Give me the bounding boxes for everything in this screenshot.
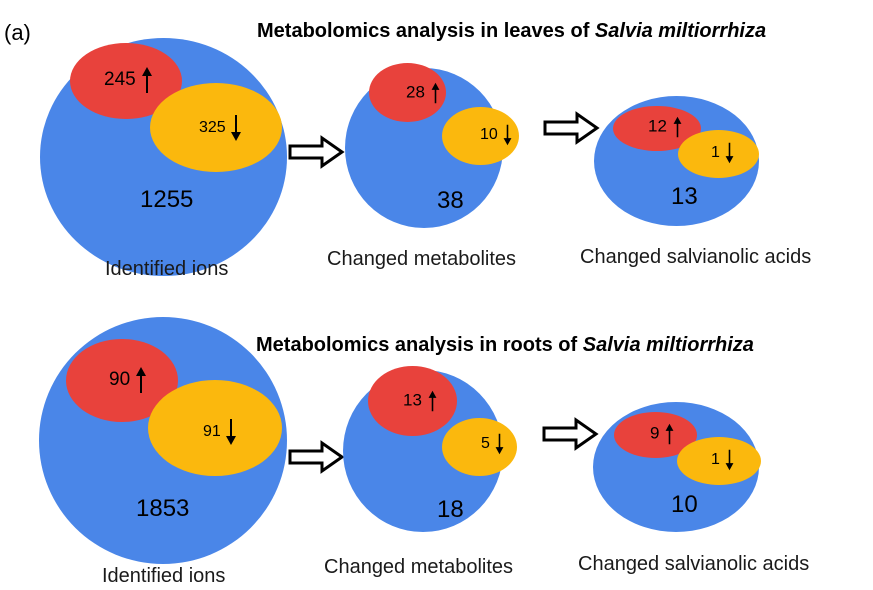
up-arrow-icon <box>136 367 147 393</box>
up-arrow-icon <box>141 67 152 93</box>
leaves-salvianolic-caption: Changed salvianolic acids <box>580 246 812 268</box>
down-arrow-icon <box>725 142 734 164</box>
leaves-identified-total: 1255 <box>140 186 194 213</box>
roots-identified-up-value: 90 <box>109 366 147 394</box>
roots-changed-up-value: 13 <box>403 390 438 412</box>
down-arrow-icon <box>226 419 237 445</box>
leaves-changed-down-value: 10 <box>480 124 513 146</box>
roots-changed-caption: Changed metabolites <box>324 556 514 578</box>
title-roots: Metabolomics analysis in roots of Salvia… <box>256 334 754 357</box>
roots-identified-down-ellipse <box>148 380 282 476</box>
roots-salvianolic-caption: Changed salvianolic acids <box>578 553 810 575</box>
up-arrow-icon <box>673 116 682 138</box>
roots-salvianolic-total: 10 <box>671 491 698 518</box>
roots-identified-caption: Identified ions <box>102 565 226 587</box>
flow-arrow-icon <box>542 417 599 451</box>
flow-arrow-icon <box>543 111 600 145</box>
leaves-identified-down-ellipse <box>150 83 282 172</box>
title-leaves-prefix: Metabolomics analysis in leaves of <box>257 20 595 42</box>
roots-changed-down-ellipse <box>442 418 517 476</box>
title-roots-prefix: Metabolomics analysis in roots of <box>256 334 583 356</box>
title-leaves-species: Salvia miltiorrhiza <box>594 20 767 42</box>
flow-arrow-icon <box>288 440 345 474</box>
leaves-identified-down-value: 325 <box>199 114 242 142</box>
down-arrow-icon <box>231 115 242 141</box>
leaves-changed-down-ellipse <box>442 107 519 165</box>
leaves-changed-up-value: 28 <box>406 82 441 104</box>
up-arrow-icon <box>431 82 440 104</box>
flow-arrow-icon <box>288 135 345 169</box>
leaves-salvianolic-total: 13 <box>671 183 698 210</box>
panel-label: (a) <box>4 20 31 45</box>
down-arrow-icon <box>503 124 512 146</box>
leaves-salvianolic-up-value: 12 <box>648 116 683 138</box>
roots-changed-total: 18 <box>437 496 464 523</box>
leaves-salvianolic-down-value: 1 <box>711 142 735 164</box>
up-arrow-icon <box>428 390 437 412</box>
leaves-changed-up-ellipse <box>369 63 446 122</box>
leaves-changed-total: 38 <box>437 187 464 214</box>
roots-salvianolic-down-ellipse <box>677 437 761 485</box>
up-arrow-icon <box>665 423 674 445</box>
leaves-changed-caption: Changed metabolites <box>327 248 517 270</box>
title-roots-species: Salvia miltiorrhiza <box>582 334 754 356</box>
roots-identified-total: 1853 <box>136 495 190 522</box>
leaves-identified-caption: Identified ions <box>105 258 229 280</box>
roots-changed-up-ellipse <box>368 366 457 436</box>
leaves-identified-up-value: 245 <box>104 66 153 94</box>
roots-salvianolic-up-value: 9 <box>650 423 675 445</box>
roots-identified-down-value: 91 <box>203 418 237 446</box>
down-arrow-icon <box>725 449 734 471</box>
roots-salvianolic-down-value: 1 <box>711 449 735 471</box>
roots-changed-down-value: 5 <box>481 433 505 455</box>
down-arrow-icon <box>495 433 504 455</box>
leaves-salvianolic-down-ellipse <box>678 130 759 178</box>
title-leaves: Metabolomics analysis in leaves of Salvi… <box>257 20 766 43</box>
